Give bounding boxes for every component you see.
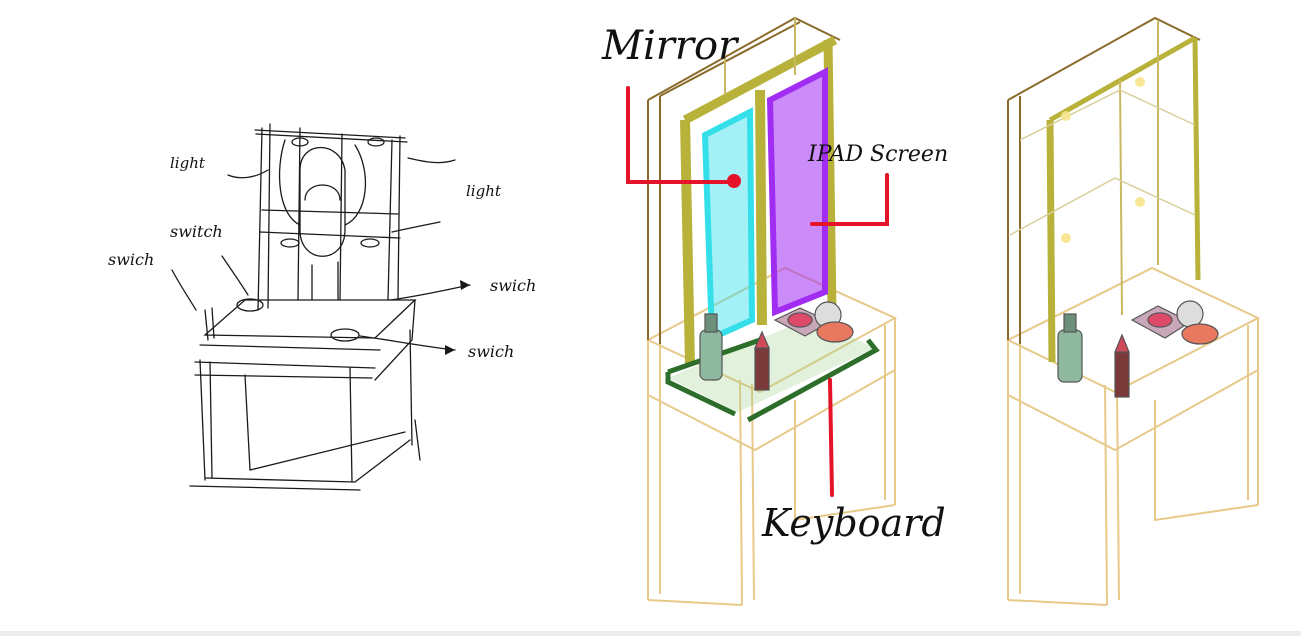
sketch-note-switch-2: switch [170, 222, 223, 241]
mirror-label: Mirror [602, 23, 738, 69]
sketch-note-switch-3: swich [490, 276, 537, 295]
keyboard-label: Keyboard [762, 501, 946, 545]
mirror-panel [701, 107, 756, 343]
sketch-note-switch-4: swich [468, 342, 515, 361]
bottom-edge-strip [0, 631, 1301, 636]
ipad-screen-panel [766, 67, 828, 317]
cosmetics [699, 301, 854, 391]
ipad-screen-label: IPAD Screen [808, 142, 949, 167]
sketch-note-light-left: light [170, 154, 205, 172]
sketch-note-light-right: light [466, 182, 501, 200]
sketch-note-switch-1: swich [108, 250, 155, 269]
